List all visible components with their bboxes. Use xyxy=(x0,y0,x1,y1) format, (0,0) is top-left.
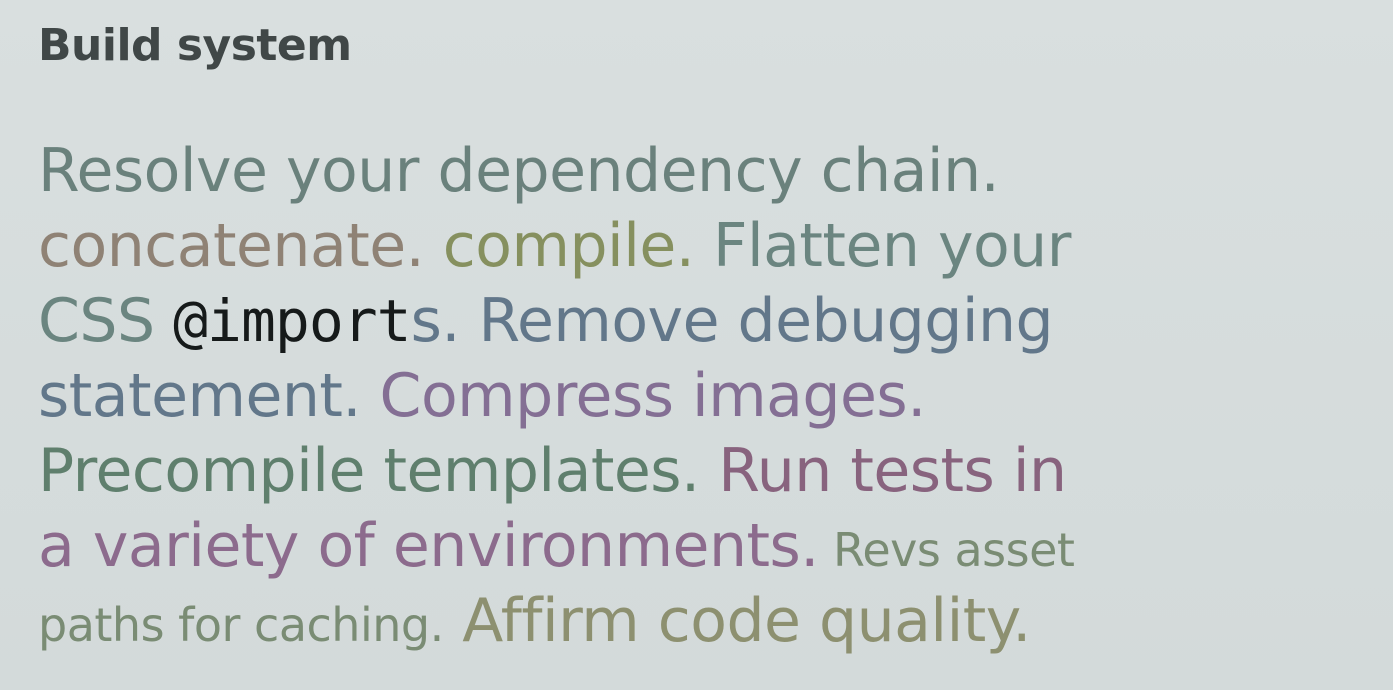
body-line: statement. Compress images. xyxy=(38,359,1368,434)
text-segment: Resolve your dependency chain. xyxy=(38,136,1000,206)
text-segment: Compress images. xyxy=(360,361,927,431)
text-segment: Remove debugging xyxy=(459,286,1054,356)
text-segment: a variety of environments. xyxy=(38,511,819,581)
text-segment-small: paths for caching. xyxy=(38,598,444,652)
text-segment-small: Revs asset xyxy=(818,523,1075,577)
text-segment: Affirm code quality. xyxy=(443,586,1031,656)
slide-body: Resolve your dependency chain. concatena… xyxy=(38,134,1368,659)
slide-title: Build system xyxy=(38,20,352,71)
body-line: Precompile templates. Run tests in xyxy=(38,434,1368,509)
code-keyword: @import xyxy=(173,287,411,355)
body-line: concatenate. compile. Flatten your xyxy=(38,209,1368,284)
text-segment: CSS xyxy=(38,286,174,356)
text-segment: Flatten your xyxy=(694,211,1071,281)
body-line: a variety of environments. Revs asset xyxy=(38,509,1368,584)
text-segment: concatenate. xyxy=(38,211,425,281)
text-segment: Run tests in xyxy=(699,436,1067,506)
text-segment: compile. xyxy=(424,211,695,281)
text-segment: statement. xyxy=(38,361,361,431)
body-line: CSS @imports. Remove debugging xyxy=(38,284,1368,359)
text-segment: s. xyxy=(410,286,461,356)
text-segment: Precompile templates. xyxy=(38,436,700,506)
body-line: paths for caching. Affirm code quality. xyxy=(38,584,1368,659)
body-line: Resolve your dependency chain. xyxy=(38,134,1368,209)
